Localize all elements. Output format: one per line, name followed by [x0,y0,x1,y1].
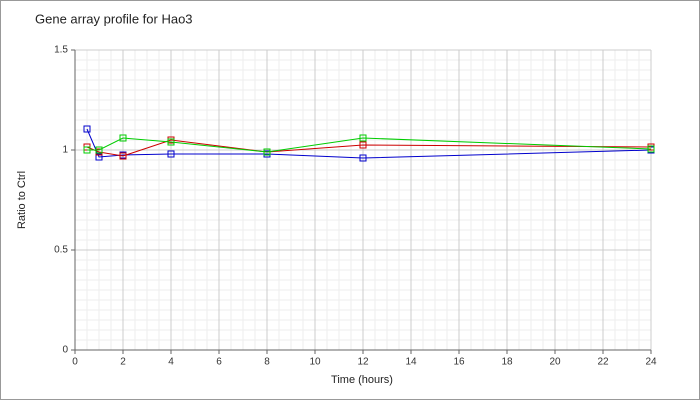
point [167,138,175,146]
series-line [86,139,652,157]
x-tick-label: 8 [264,357,270,368]
x-tick-label: 16 [453,357,465,368]
x-tick-label: 4 [168,357,174,368]
x-tick-label: 20 [549,357,561,368]
x-tick-label: 14 [405,357,417,368]
y-tick-label: 0 [62,345,68,356]
series-line [87,137,652,153]
point [359,154,367,162]
point [647,145,655,153]
point [95,153,103,161]
plot [83,125,655,162]
point [83,146,91,154]
point [263,148,271,156]
x-tick-label: 6 [216,357,222,368]
point [167,150,175,158]
series-line [86,128,652,159]
x-tick-label: 10 [309,357,321,368]
chart-title: Gene array profile for Hao3 [35,11,193,26]
grid [74,49,652,351]
x-tick-label: 18 [501,357,513,368]
x-tick-label: 2 [120,357,126,368]
point [119,152,127,160]
point [359,141,367,149]
x-tick-label: 24 [645,357,657,368]
x-axis-label: Time (hours) [331,374,393,386]
x-tick-label: 22 [597,357,609,368]
point [119,134,127,142]
x-tick-label: 12 [357,357,369,368]
point [359,134,367,142]
y-tick-label: 1.5 [54,45,68,56]
y-tick-label: 0.5 [54,245,68,256]
y-tick-label: 1 [62,145,68,156]
point [95,146,103,154]
point [83,125,91,133]
y-axis-label: Ratio to Ctrl [16,171,28,229]
x-tick-label: 0 [72,357,78,368]
